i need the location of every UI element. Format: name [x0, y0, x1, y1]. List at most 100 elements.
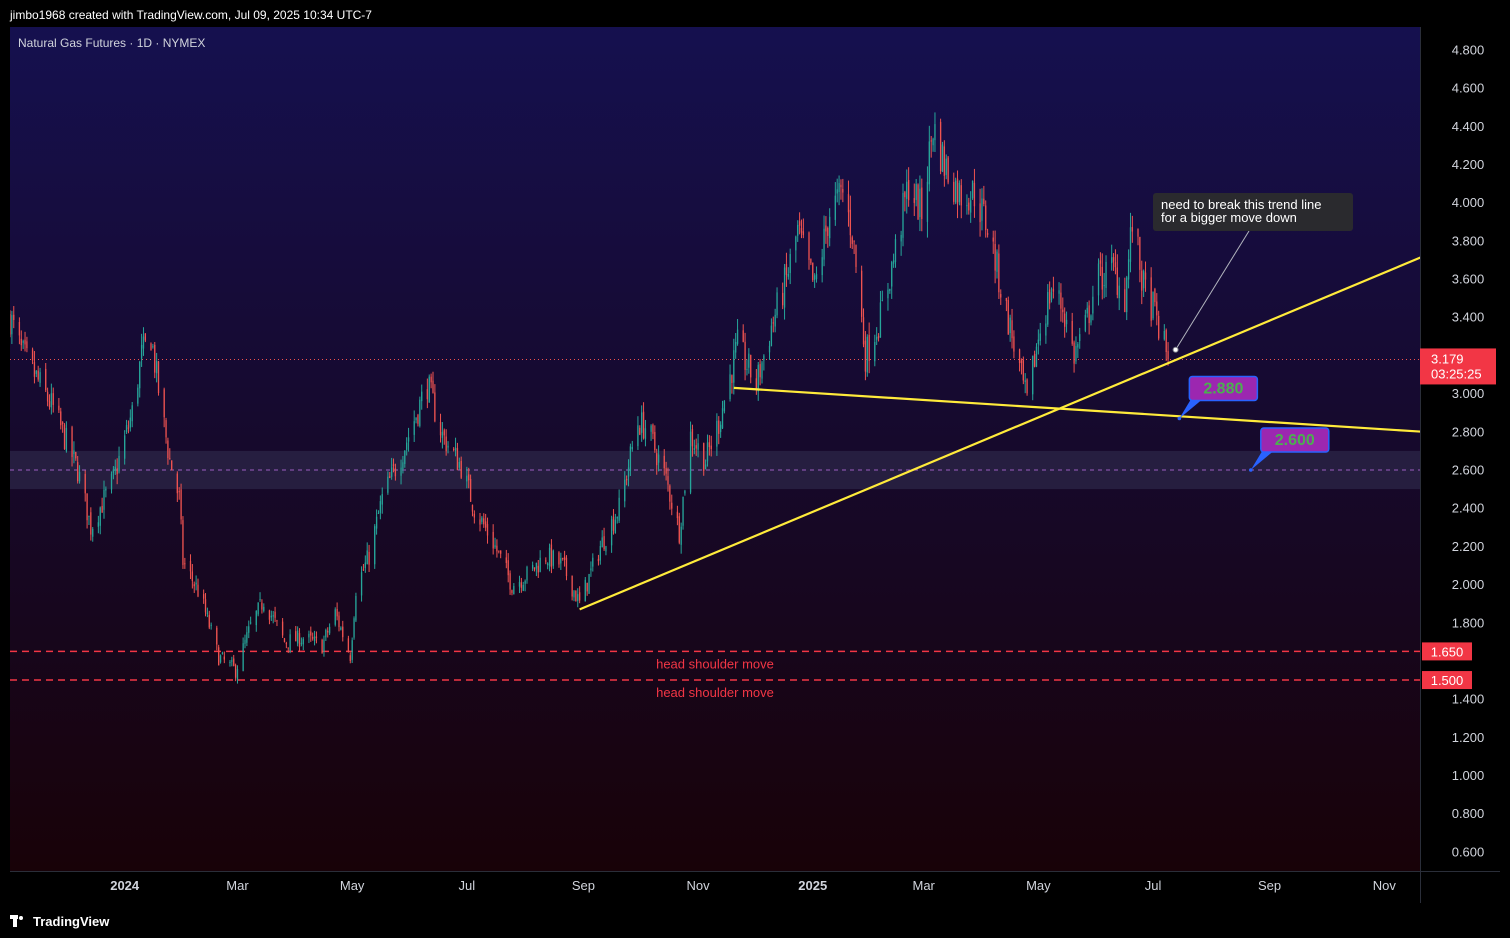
candle — [657, 445, 660, 472]
candle — [671, 494, 673, 516]
candle-body — [1065, 319, 1068, 325]
candle — [518, 575, 521, 594]
candle-body — [434, 392, 436, 422]
candle-body — [992, 237, 994, 242]
candle-body — [1127, 259, 1130, 280]
candle-body — [276, 620, 278, 622]
candle-body — [197, 584, 199, 597]
candle — [45, 363, 47, 393]
candle — [915, 178, 917, 207]
candle — [774, 308, 776, 333]
price-tick: 2.400 — [1452, 501, 1485, 516]
candle — [746, 359, 748, 376]
candle-body — [92, 528, 94, 537]
candle — [1005, 297, 1008, 312]
level-1500-tag — [1422, 671, 1472, 690]
candle-body — [926, 181, 929, 222]
candle — [182, 516, 184, 569]
candle-body — [590, 568, 592, 571]
current-price-countdown: 03:25:25 — [1431, 366, 1482, 381]
candle — [926, 166, 929, 238]
candle — [689, 421, 692, 495]
candle — [443, 428, 445, 445]
candle — [310, 626, 312, 642]
candle — [219, 654, 222, 664]
candle — [417, 413, 419, 427]
candle-body — [947, 157, 949, 183]
candle-body — [244, 639, 246, 644]
price-chart[interactable]: head shoulder move head shoulder move 2.88… — [10, 27, 1500, 903]
candle — [97, 515, 100, 534]
candle — [537, 560, 539, 578]
candle-body — [671, 502, 673, 509]
candle — [73, 441, 75, 464]
candle-body — [312, 637, 314, 639]
candle-body — [189, 560, 192, 572]
candles — [10, 112, 1169, 684]
candle-body — [413, 421, 415, 435]
tradingview-brand: TradingView — [33, 913, 110, 929]
candle-body — [684, 490, 686, 494]
candle — [144, 333, 147, 343]
candle — [246, 626, 248, 647]
candle — [37, 365, 39, 382]
candle — [494, 537, 496, 549]
candle-body — [46, 391, 49, 402]
candle-body — [458, 462, 460, 468]
candle-body — [24, 339, 26, 345]
candle-body — [430, 376, 432, 383]
candle-body — [402, 462, 404, 470]
candle — [970, 191, 972, 223]
chart-panel[interactable]: head shoulder move head shoulder move 2.88… — [10, 27, 1500, 903]
candle-body — [601, 537, 603, 548]
candle-body — [836, 189, 838, 194]
candle — [103, 480, 105, 519]
candle-body — [973, 182, 976, 207]
candle-body — [716, 420, 718, 447]
candle — [336, 602, 338, 621]
candle — [860, 265, 863, 323]
candle-body — [678, 516, 680, 543]
candle — [787, 267, 789, 280]
candle — [560, 552, 562, 570]
candle — [426, 378, 429, 409]
tradingview-footer[interactable]: TradingView — [10, 912, 109, 930]
candle — [562, 557, 564, 561]
candle — [1111, 244, 1113, 271]
candle-body — [105, 488, 107, 491]
target-2880-text: 2.880 — [1203, 380, 1243, 397]
price-tick: 4.600 — [1452, 81, 1485, 96]
candle-body — [627, 467, 630, 477]
candle — [735, 332, 737, 359]
candle-body — [802, 231, 805, 235]
price-tick: 1.400 — [1452, 692, 1485, 707]
candle-body — [366, 550, 368, 565]
symbol-title[interactable]: Natural Gas Futures · 1D · NYMEX — [18, 36, 206, 50]
candle-body — [99, 507, 101, 526]
price-tick: 3.400 — [1452, 310, 1485, 325]
candle-body — [498, 550, 500, 552]
candle-body — [285, 643, 288, 645]
candle-body — [1097, 263, 1100, 296]
candle — [468, 467, 470, 489]
candle — [428, 374, 430, 403]
candle-body — [913, 198, 915, 203]
candle — [864, 331, 867, 381]
candle-body — [342, 626, 344, 638]
candle — [829, 208, 831, 247]
candle — [1064, 307, 1066, 338]
candle-body — [417, 415, 419, 424]
candle-body — [584, 579, 586, 602]
candle — [563, 550, 566, 567]
candle — [763, 354, 765, 371]
candle — [61, 421, 64, 433]
candle — [708, 435, 711, 456]
candle-body — [821, 257, 823, 276]
candle — [1052, 276, 1055, 299]
target-2600-box — [1260, 427, 1330, 453]
candle-body — [624, 479, 626, 502]
candle — [513, 583, 515, 595]
candle-body — [195, 582, 197, 585]
candle-body — [1139, 236, 1141, 270]
candle-body — [1050, 292, 1053, 300]
